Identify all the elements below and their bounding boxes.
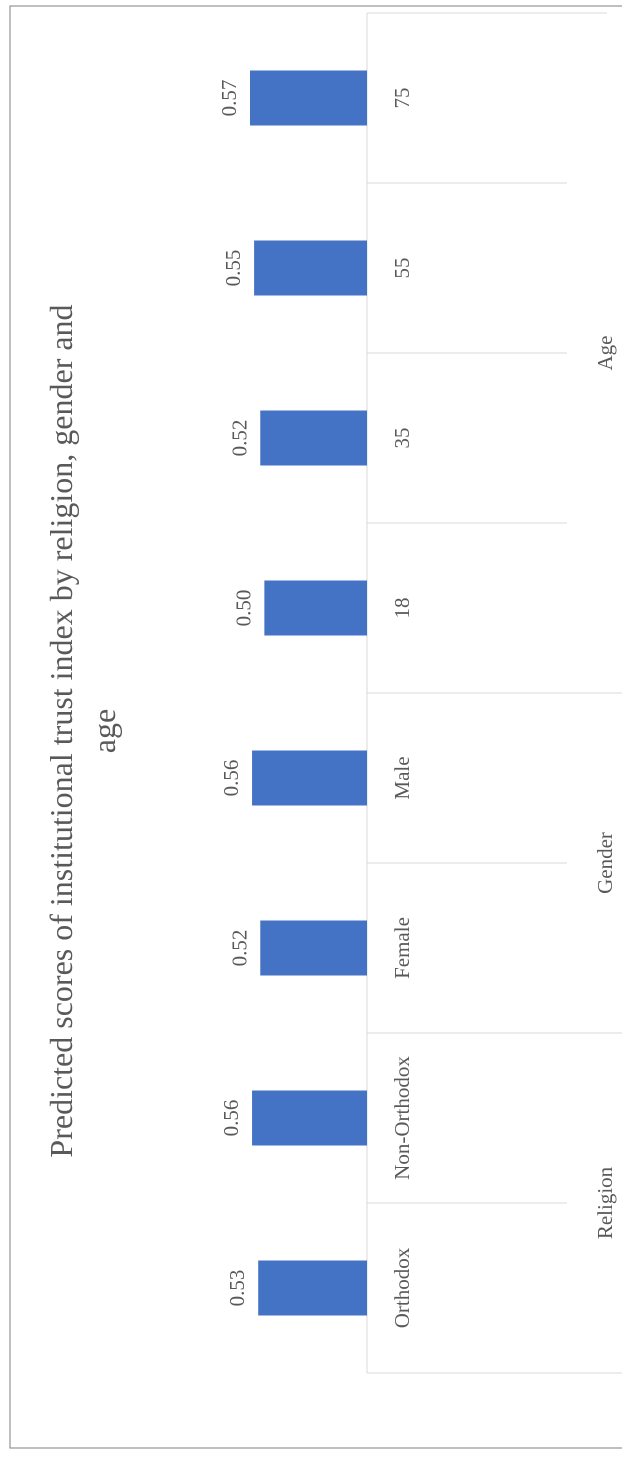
- bar-non-orthodox: [252, 1090, 367, 1146]
- bar-orthodox: [258, 1260, 367, 1316]
- data-label: 0.52: [227, 930, 251, 967]
- bar-18: [264, 580, 367, 636]
- bar-male: [252, 750, 367, 806]
- category-label: Male: [390, 756, 414, 799]
- chart-title-line-2: age: [86, 709, 122, 753]
- data-label: 0.55: [221, 250, 245, 287]
- category-label: 55: [390, 258, 414, 279]
- data-label: 0.53: [225, 1270, 249, 1307]
- chart-title-line-1: Predicted scores of institutional trust …: [43, 304, 79, 1157]
- data-label: 0.57: [217, 80, 241, 117]
- data-label: 0.56: [219, 760, 243, 797]
- bar-35: [260, 410, 367, 466]
- group-label-age: Age: [593, 336, 617, 371]
- data-label: 0.56: [219, 1100, 243, 1137]
- bar-female: [260, 920, 367, 976]
- category-label: Orthodox: [390, 1247, 414, 1328]
- category-label: 35: [390, 428, 414, 449]
- bar-55: [254, 240, 368, 296]
- group-label-gender: Gender: [593, 832, 617, 894]
- group-label-religion: Religion: [593, 1166, 617, 1239]
- category-label: 75: [390, 88, 414, 109]
- data-label: 0.50: [231, 590, 255, 627]
- category-label: Non-Orthodox: [390, 1056, 414, 1180]
- data-label: 0.52: [227, 420, 251, 457]
- category-label: Female: [390, 917, 414, 979]
- chart-border: [9, 5, 622, 1449]
- bar-75: [250, 70, 367, 126]
- category-label: 18: [390, 598, 414, 619]
